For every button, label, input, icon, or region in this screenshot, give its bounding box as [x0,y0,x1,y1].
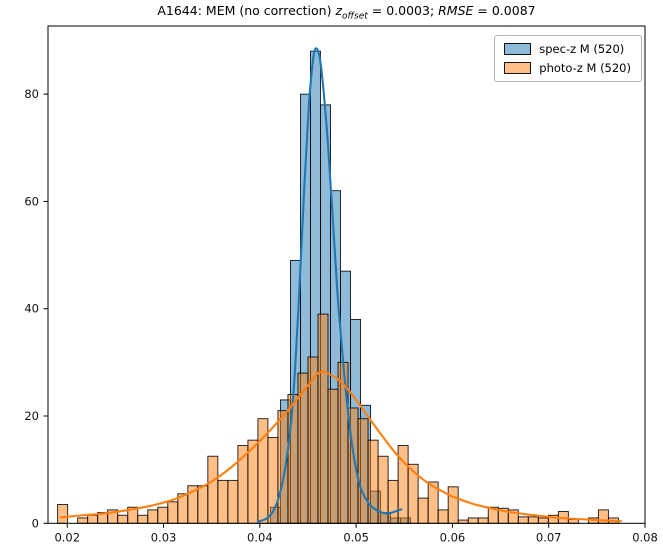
legend-label-photo-z: photo-z M (520) [539,61,631,75]
title-prefix: A1644: MEM (no correction) [157,3,336,18]
y-tick-label: 80 [24,87,39,101]
hist-bar-photo-z [117,514,129,524]
y-tick-label: 60 [24,194,39,208]
legend-swatch-photo-z-icon [504,62,532,74]
hist-bar-photo-z [217,479,229,524]
legend-label-spec-z: spec-z M (520) [539,42,625,56]
legend-swatch-spec-z-icon [504,43,532,55]
hist-bar-photo-z [417,497,429,524]
title-rmse-symbol: RMSE [438,3,474,18]
hist-bar-photo-z [567,519,579,524]
hist-bar-photo-z [197,485,209,524]
hist-bar-photo-z [87,514,99,524]
hist-bar-photo-z [167,501,179,524]
hist-bar-photo-z [77,517,89,524]
hist-bar-photo-z [287,394,299,524]
hist-bar-photo-z [207,455,219,524]
y-tick-label: 0 [32,516,39,530]
hist-bar-photo-z [357,418,369,524]
legend-item-photo-z: photo-z M (520) [504,61,631,75]
hist-bar-photo-z [537,517,549,524]
x-tick-label: 0.04 [247,530,273,544]
title-z-subscript: offset [342,11,368,22]
hist-bar-photo-z [387,479,399,524]
hist-bar-photo-z [517,516,529,524]
title-z-symbol: z [335,3,343,18]
hist-bar-photo-z [327,388,339,524]
kde-line-photo-z [59,370,622,523]
hist-bar-photo-z [317,313,329,524]
legend-item-spec-z: spec-z M (520) [504,42,631,56]
hist-bar-photo-z [137,514,149,524]
x-tick-label: 0.06 [440,530,466,544]
x-tick-label: 0.08 [632,530,658,544]
axes-box [47,25,646,524]
x-tick-label: 0.05 [343,530,369,544]
hist-bar-photo-z [527,516,539,524]
hist-bar-photo-z [147,509,159,524]
title-z-value: = 0.0003; [367,3,439,18]
hist-bar-photo-z [57,504,69,524]
hist-bar-photo-z [157,506,169,524]
hist-bar-photo-z [477,517,489,524]
title-rmse-value: = 0.0087 [473,3,536,18]
hist-bar-photo-z [227,479,239,524]
hist-bar-photo-z [447,486,459,524]
hist-bar-photo-z [467,517,479,524]
plot-title: A1644: MEM (no correction) zoffset = 0.0… [48,3,645,22]
kde-line-spec-z [256,47,403,523]
hist-bar-photo-z [247,439,259,524]
hist-bar-photo-z [437,509,449,524]
y-tick-label: 20 [24,409,39,423]
x-tick-label: 0.03 [151,530,177,544]
legend: spec-z M (520) photo-z M (520) [494,35,642,82]
y-tick-label: 40 [24,302,39,316]
x-tick-label: 0.02 [54,530,80,544]
x-tick-label: 0.07 [536,530,562,544]
